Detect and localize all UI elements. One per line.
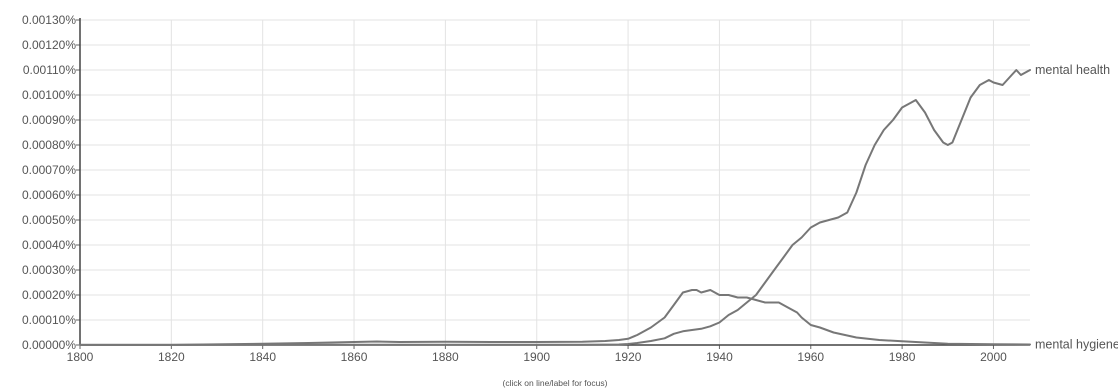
x-tick-label: 1860 xyxy=(341,350,368,364)
y-tick-label: 0.00110% xyxy=(23,63,76,77)
series-line-mental-health[interactable] xyxy=(79,69,1031,346)
series-label-mental-hygiene[interactable]: mental hygiene xyxy=(1035,338,1118,352)
x-tick-label: 1980 xyxy=(889,350,916,364)
axes xyxy=(76,18,1030,349)
y-tick-labels: 0.00000% 0.00010% 0.00020% 0.00030% 0.00040%… xyxy=(22,13,76,352)
x-tick-label: 1900 xyxy=(523,350,550,364)
x-tick-label: 1960 xyxy=(797,350,824,364)
grid-lines xyxy=(80,19,1030,345)
y-tick-label: 0.00050% xyxy=(22,213,76,227)
x-tick-label: 2000 xyxy=(980,350,1007,364)
x-tick-label: 1940 xyxy=(706,350,733,364)
y-tick-label: 0.00070% xyxy=(22,163,76,177)
y-tick-label: 0.00080% xyxy=(22,138,76,152)
x-tick-labels: 1800 1820 1840 1860 1880 1900 1920 1940 1960 1980… xyxy=(67,350,1007,364)
y-tick-label: 0.00130% xyxy=(22,13,76,27)
x-tick-label: 1820 xyxy=(158,350,185,364)
x-tick-label: 1880 xyxy=(432,350,459,364)
y-tick-label: 0.00040% xyxy=(22,238,76,252)
x-tick-label: 1800 xyxy=(67,350,94,364)
y-tick-label: 0.00000% xyxy=(22,338,76,352)
focus-hint: (click on line/label for focus) xyxy=(503,378,608,388)
y-tick-label: 0.00020% xyxy=(22,288,76,302)
series-label-mental-health[interactable]: mental health xyxy=(1035,63,1110,77)
x-tick-label: 1920 xyxy=(615,350,642,364)
y-tick-label: 0.00030% xyxy=(22,263,76,277)
y-tick-label: 0.00090% xyxy=(22,113,76,127)
y-tick-label: 0.00120% xyxy=(22,38,76,52)
y-tick-label: 0.00100% xyxy=(22,88,76,102)
y-tick-label: 0.00060% xyxy=(22,188,76,202)
series-labels[interactable]: mental health mental hygiene xyxy=(1035,63,1118,352)
series-line-mental-hygiene[interactable] xyxy=(79,289,1031,346)
x-tick-label: 1840 xyxy=(249,350,276,364)
y-tick-label: 0.00010% xyxy=(22,313,76,327)
series-lines[interactable] xyxy=(79,69,1031,346)
